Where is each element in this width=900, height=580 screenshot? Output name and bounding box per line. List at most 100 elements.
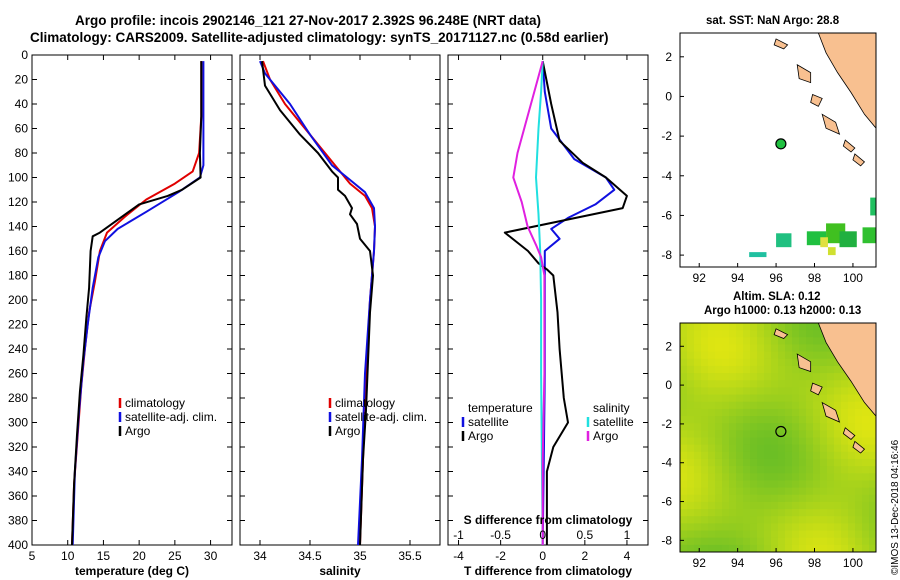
sla-cell [729,351,737,360]
sla-cell [722,430,730,439]
sla-cell [687,523,695,532]
sla-cell [736,351,744,360]
sla-cell [813,351,821,360]
sla-cell [736,337,744,346]
sla-cell [743,444,751,453]
sla-cell [778,537,786,546]
sla-cell [813,509,821,517]
legend-label: climatology [125,396,185,410]
sla-cell [750,509,758,517]
depth-tick-label: 80 [15,146,29,160]
sla-cell [764,416,772,424]
sla-cell [827,416,835,424]
sla-cell [680,408,688,417]
sla-cell [785,430,793,439]
sla-cell [820,530,828,539]
sla-cell [750,394,758,403]
sla-cell [869,544,876,552]
sla-cell [743,501,751,510]
sla-cell [820,387,828,396]
map-lon-tick-label: 98 [808,556,822,570]
sla-cell [715,494,723,503]
sla-cell [813,330,821,338]
sla-cell [771,401,779,410]
sla-cell [771,430,779,439]
depth-tick-label: 20 [15,73,29,87]
sla-cell [820,394,828,403]
sla-cell [729,373,737,381]
sla-cell [687,480,695,489]
sla-cell [757,408,765,417]
sla-cell [820,444,828,453]
sla-cell [820,501,828,510]
x-tick-label-salinity: 35 [353,549,367,563]
sla-cell [736,458,744,467]
sla-cell [736,509,744,517]
sla-cell [764,444,772,453]
sla-cell [750,401,758,410]
sla-cell [701,480,709,489]
sla-cell [806,323,814,331]
sla-cell [708,480,716,489]
map-lat-tick-label: -2 [661,129,672,143]
series-line-temperature-argo [71,61,203,546]
sla-cell [729,423,737,431]
sla-cell [680,373,688,381]
land-island [842,427,856,440]
sla-cell [862,516,870,524]
land-sumatra [817,323,876,417]
sla-cell [715,523,723,532]
sla-cell [757,430,765,439]
sla-cell [771,444,779,453]
sla-cell [694,330,702,338]
sla-cell [785,530,793,539]
sla-cell [736,480,744,489]
sla-cell [827,373,835,381]
sla-cell [708,451,716,460]
sla-cell [806,416,814,424]
sla-cell [848,380,856,389]
sla-cell [701,494,709,503]
sla-cell [750,444,758,453]
sla-cell [778,394,786,403]
sla-cell [694,323,702,331]
sla-cell [764,337,772,346]
sla-cell [848,544,856,552]
sla-cell [750,544,758,552]
sla-cell [764,487,772,496]
sla-cell [792,351,800,360]
sla-cell [708,401,716,410]
sla-cell [715,537,723,546]
sla-cell [722,509,730,517]
sla-cell [778,365,786,374]
sla-cell [715,466,723,474]
sla-cell [736,466,744,474]
sla-cell [694,458,702,467]
sla-cell [834,451,842,460]
sla-cell [701,358,709,367]
sla-cell [855,458,863,467]
sla-cell [813,544,821,552]
sla-cell [701,501,709,510]
sla-cell [806,544,814,552]
sla-cell [715,423,723,431]
sla-cell [848,437,856,446]
sla-cell [687,501,695,510]
sla-cell [715,380,723,389]
sla-cell [729,480,737,489]
sla-cell [820,473,828,482]
sla-cell [736,494,744,503]
sla-cell [799,480,807,489]
sla-cell [715,480,723,489]
sla-cell [687,494,695,503]
sla-cell [813,365,821,374]
depth-tick-label: 100 [8,171,28,185]
sla-cell [827,423,835,431]
sla-cell [799,509,807,517]
x-tick-label-differences: 4 [624,549,631,563]
sla-cell [757,523,765,532]
sla-cell [813,423,821,431]
map-lat-tick-label: -6 [661,495,672,509]
sla-cell [729,451,737,460]
header-title-line1: Argo profile: incois 2902146_121 27-Nov-… [75,13,541,28]
